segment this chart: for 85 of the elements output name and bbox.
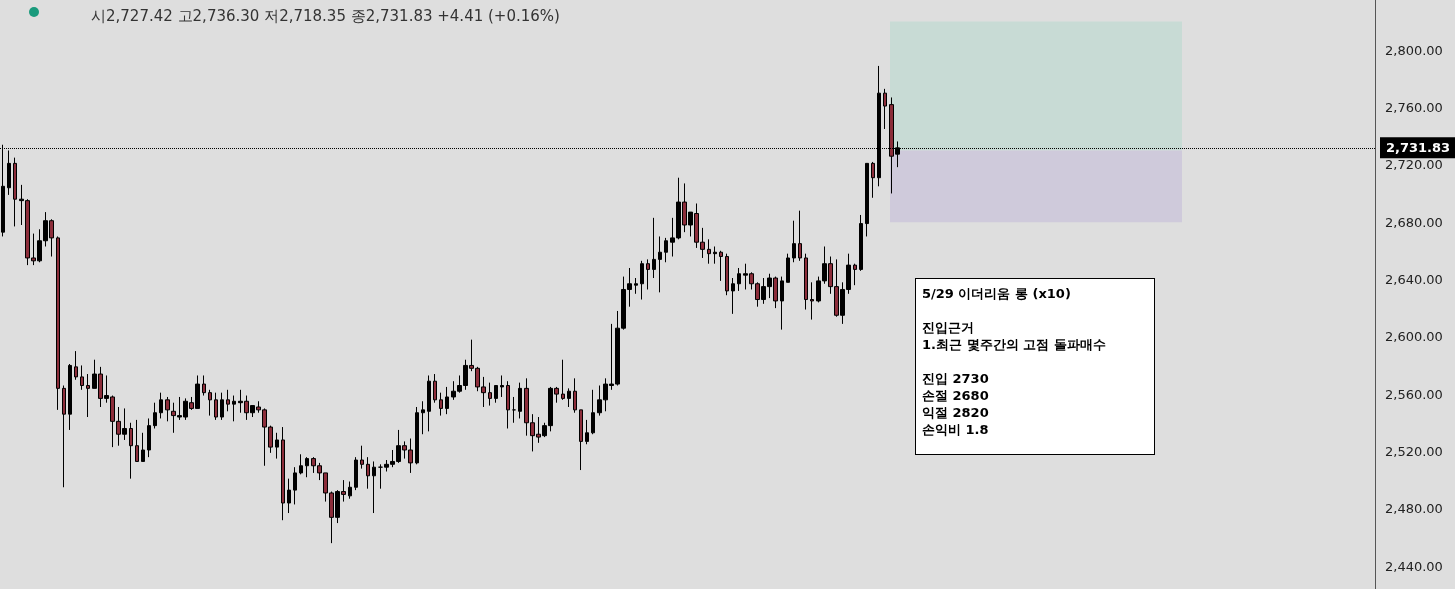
candlestick [810,281,814,321]
candlestick [883,88,887,130]
candlestick [13,157,17,227]
candlestick [652,217,656,279]
candlestick [141,432,145,462]
candlestick [305,456,309,478]
candlestick [719,250,723,282]
candlestick [202,374,206,397]
candlestick [354,456,358,491]
y-tick-label: 2,520.00 [1385,443,1443,459]
candlestick [500,374,504,398]
candlestick [56,235,60,411]
candlestick [165,396,170,422]
candlestick [220,392,224,421]
candlestick [725,253,729,296]
candlestick [232,395,236,422]
ref-line-label: 2,731.83 [1386,140,1451,156]
candlestick [585,419,589,445]
candlestick [433,373,437,404]
y-tick-label: 2,560.00 [1385,386,1443,402]
candlestick [859,214,863,272]
candlestick [646,258,650,290]
y-tick-label: 2,480.00 [1385,501,1443,517]
candlestick [208,389,212,417]
candlestick [865,162,869,237]
candlestick [512,396,516,424]
candlestick [658,235,662,293]
candlestick [731,277,735,315]
candlestick [713,245,717,265]
candlestick [135,419,139,462]
candlestick [275,432,279,460]
candlestick [853,263,857,286]
candlestick [567,387,571,408]
candlestick [360,445,364,470]
note-box: 5/29 이더리움 롱 (x10) 진입근거 1.최근 몇주간의 고점 돌파매수 진입 2730 손절 2680 익절 2820 손익비 1.8 [915,278,1155,455]
text: 시2,727.42 고2,736.30 저2,718.35 종2,731.83 +4.41 (+0.16%) [91,6,560,25]
y-tick-label: 2,440.00 [1385,558,1443,574]
candlestick [68,363,72,431]
candlestick [439,392,443,417]
candlestick [421,400,425,435]
candlestick [640,260,644,301]
candlestick [287,478,291,514]
candlestick [786,253,790,283]
candlestick [281,426,285,521]
candlestick [871,161,875,199]
candlestick [427,374,431,432]
candlestick [518,382,522,419]
y-tick-label: 2,800.00 [1385,42,1443,58]
candlestick [488,382,492,407]
candlestick [74,350,78,381]
candlestick [780,276,784,331]
candlestick [737,267,741,292]
y-tick-label: 2,760.00 [1385,99,1443,115]
candlestick [792,220,796,263]
candlestick [804,253,808,311]
y-tick-label: 2,640.00 [1385,271,1443,287]
candlestick [129,422,133,480]
candlestick [86,373,90,418]
candlestick [707,238,711,265]
candlestick [561,359,565,401]
candlestick [372,460,376,514]
candlestick [573,377,577,414]
candlestick [62,385,66,488]
candlestick [415,406,419,465]
y-tick-label: 2,600.00 [1385,329,1443,345]
candlestick [579,409,583,471]
candlestick [159,392,163,419]
candlestick [147,417,151,458]
candlestick [153,402,157,429]
candlestick [214,392,218,421]
candlestick [494,385,498,404]
candlestick [445,386,449,415]
candlestick [798,210,802,262]
candlestick [591,389,595,435]
candlestick [226,389,230,412]
candlestick [299,453,303,475]
candlestick [348,481,352,500]
candlestick [80,364,84,391]
candlestick [366,456,370,490]
y-tick-label: 2,680.00 [1385,214,1443,230]
candlestick [664,237,668,263]
candlestick [506,380,510,429]
candlestick [634,277,638,295]
y-tick-label: 2,720.00 [1385,157,1443,173]
candlestick [293,466,297,505]
